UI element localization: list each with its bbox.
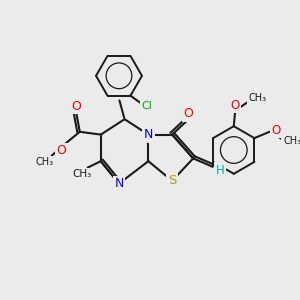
Text: O: O xyxy=(231,99,240,112)
Text: CH₃: CH₃ xyxy=(36,157,54,167)
Text: O: O xyxy=(57,144,67,157)
Text: Cl: Cl xyxy=(142,101,153,111)
Text: CH₃: CH₃ xyxy=(248,93,267,103)
Text: N: N xyxy=(114,177,124,190)
Text: O: O xyxy=(71,100,81,112)
Text: CH₃: CH₃ xyxy=(72,169,92,179)
Text: O: O xyxy=(183,107,193,120)
Text: CH₃: CH₃ xyxy=(283,136,300,146)
Text: H: H xyxy=(215,164,224,177)
Text: O: O xyxy=(272,124,281,137)
Text: S: S xyxy=(168,174,176,187)
Text: N: N xyxy=(144,128,153,141)
